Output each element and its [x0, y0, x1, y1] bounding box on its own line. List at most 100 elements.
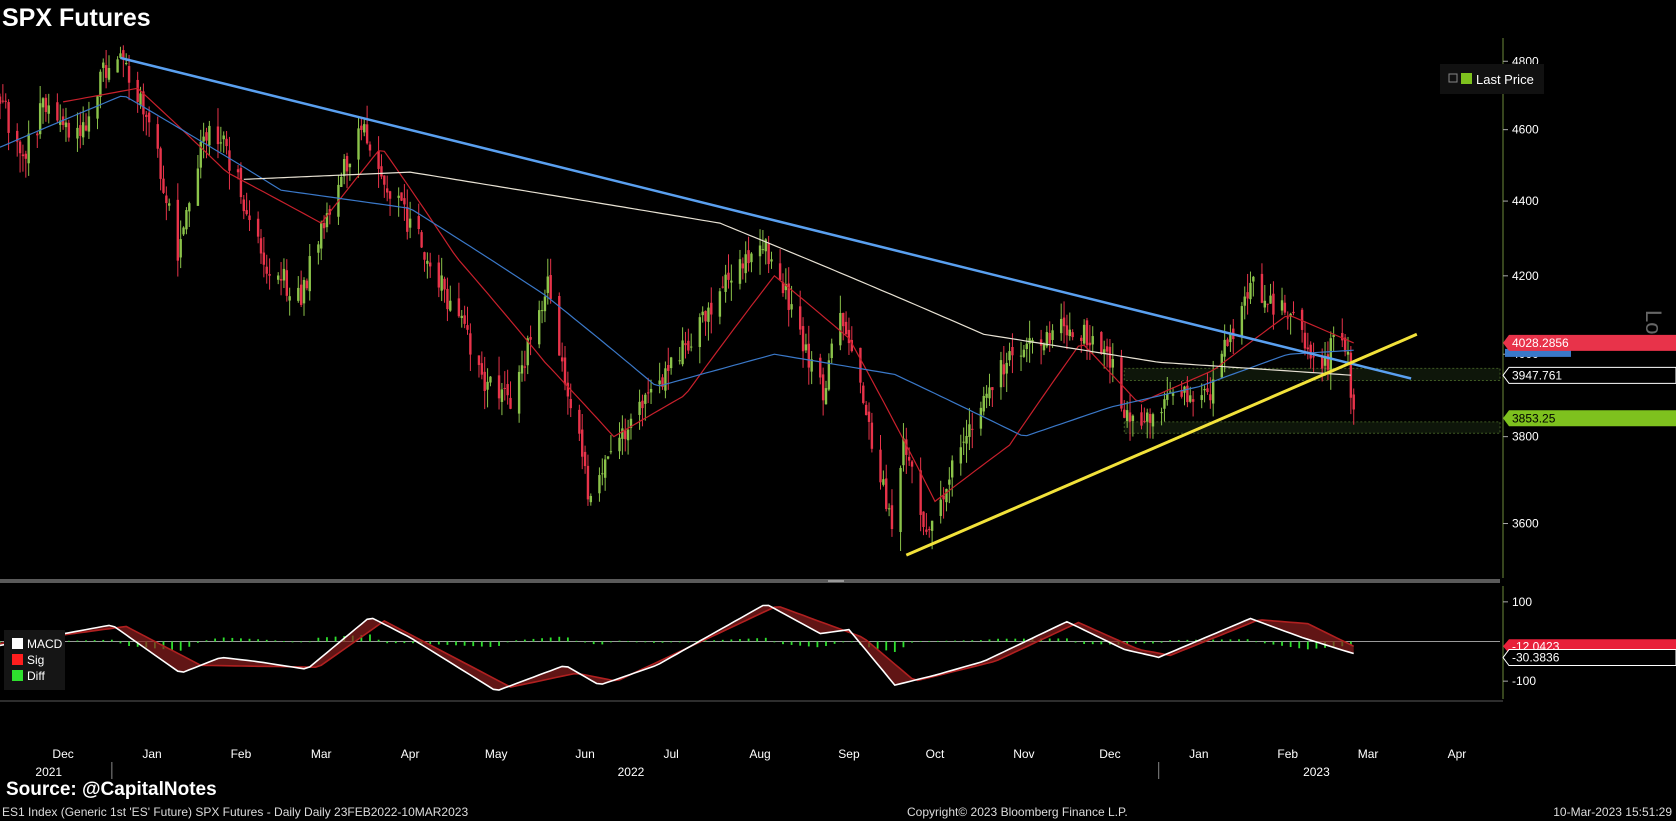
month-label: Jan [1189, 747, 1208, 761]
panel-separator [0, 579, 1500, 583]
diff-bar [1315, 641, 1318, 649]
diff-bar [730, 639, 733, 642]
diff-bar [575, 640, 578, 642]
diff-bar [696, 641, 698, 642]
diff-bar [936, 640, 939, 642]
diff-bar [0, 641, 1, 643]
diff-bar [850, 641, 853, 643]
candle-body [1011, 346, 1014, 356]
candle-body [176, 199, 180, 261]
diff-bar [704, 640, 707, 642]
price-tick-label: 4400 [1512, 194, 1539, 208]
candle-body [867, 411, 871, 422]
main-panel [0, 38, 1504, 702]
candle-body [558, 296, 561, 356]
candle-body [1108, 346, 1112, 368]
candle-body [107, 67, 111, 80]
candle-body [621, 428, 624, 439]
candle-body [988, 387, 991, 399]
candle-body [1332, 334, 1335, 337]
candle-body [598, 475, 601, 494]
candle-body [124, 63, 128, 65]
candle-body [959, 447, 963, 464]
month-label: Oct [926, 747, 945, 761]
month-label: Apr [1448, 747, 1467, 761]
candle-body [1143, 420, 1146, 422]
candle-body [1080, 337, 1083, 341]
candle-body [907, 456, 911, 461]
candle-body [377, 151, 380, 169]
candle-body [1292, 311, 1295, 314]
candlesticks [0, 45, 1355, 552]
diff-bar [326, 637, 328, 642]
month-label: Feb [1277, 747, 1298, 761]
candle-body [322, 222, 326, 229]
diff-bar [67, 640, 70, 642]
candle-body [704, 310, 707, 322]
candle-body [202, 136, 205, 142]
candle-body [317, 244, 320, 253]
candle-body [199, 141, 202, 168]
candle-body [804, 344, 808, 351]
candle-body [517, 371, 521, 414]
candle-body [1326, 354, 1330, 370]
candle-body [185, 210, 188, 230]
diff-bar [1057, 638, 1060, 642]
diff-bar [110, 639, 113, 642]
diff-bar [979, 640, 982, 642]
diff-bar [1306, 641, 1309, 650]
candle-body [288, 296, 291, 301]
candle-body [41, 98, 45, 108]
candle-body [784, 284, 788, 291]
candle-body [357, 128, 360, 160]
diff-bar [403, 641, 406, 644]
diff-bar [369, 634, 371, 642]
candle-body [47, 105, 50, 114]
candle-body [18, 141, 22, 154]
candle-body [500, 389, 504, 402]
candle-body [440, 275, 443, 291]
candle-body [581, 429, 584, 457]
candle-body [1211, 379, 1215, 404]
candle-body [1203, 389, 1206, 391]
candle-body [262, 252, 266, 265]
candle-body [827, 360, 831, 390]
diff-bar [300, 641, 303, 643]
candle-body [1220, 353, 1223, 378]
macd-value-text: -30.3836 [1512, 651, 1560, 665]
candle-body [84, 125, 88, 131]
diff-bar [437, 641, 440, 645]
candle-body [830, 343, 833, 359]
candle-body [824, 388, 828, 405]
diff-bar [653, 641, 655, 643]
candle-body [887, 508, 891, 510]
candle-body [750, 253, 753, 263]
price-tick-label: 3800 [1512, 430, 1539, 444]
diff-bar [1126, 641, 1129, 645]
diff-bar [498, 641, 500, 646]
diff-bar [997, 638, 999, 642]
legend-last-price-label: Last Price [1476, 72, 1534, 87]
diff-bar [687, 641, 690, 643]
candle-body [208, 125, 211, 146]
diff-bar [377, 639, 380, 642]
candle-body [928, 529, 931, 531]
candle-body [1166, 394, 1169, 400]
candle-body [1103, 349, 1106, 355]
candle-body [687, 340, 690, 351]
candle-body [520, 365, 524, 374]
diff-bar [480, 641, 483, 647]
macd-legend-macd: MACD [27, 637, 63, 651]
candle-body [1082, 324, 1086, 344]
candle-body [216, 126, 220, 145]
diff-bar [523, 639, 526, 642]
candle-body [1105, 346, 1109, 352]
candle-body [1269, 295, 1272, 304]
footer-description: ES1 Index (Generic 1st 'ES' Future) SPX … [2, 805, 469, 819]
candle-body [279, 279, 283, 281]
candle-body [638, 401, 641, 415]
candle-body [119, 53, 122, 58]
candle-body [139, 93, 142, 105]
candle-body [265, 266, 268, 274]
diff-bar [1083, 641, 1086, 644]
